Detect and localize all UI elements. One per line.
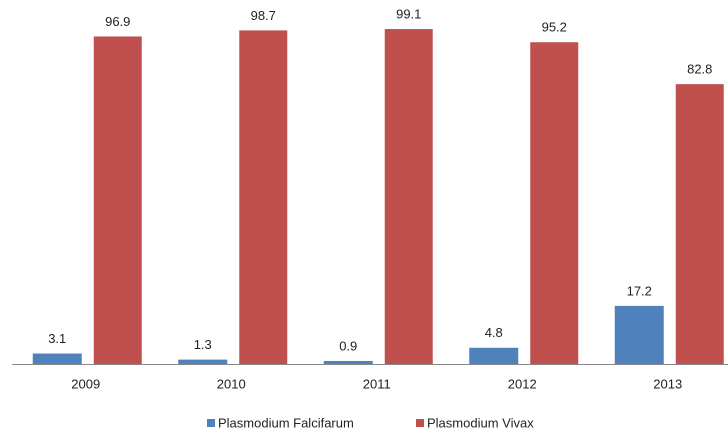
- x-tick-label: 2010: [217, 376, 246, 391]
- legend-label: Plasmodium Vivax: [427, 415, 534, 430]
- value-label: 98.7: [251, 8, 276, 23]
- value-label: 1.3: [194, 337, 212, 352]
- bar: [93, 36, 142, 365]
- legend-swatch: [416, 419, 424, 427]
- bar: [614, 305, 664, 364]
- value-label: 4.8: [485, 325, 503, 340]
- bar: [530, 42, 579, 364]
- value-label: 99.1: [396, 6, 421, 21]
- value-label: 17.2: [627, 283, 652, 298]
- value-label: 0.9: [339, 338, 357, 353]
- value-label: 96.9: [105, 14, 130, 29]
- bar: [384, 29, 433, 365]
- bar: [32, 353, 82, 364]
- legend-label: Plasmodium Falcifarum: [218, 415, 354, 430]
- x-tick-label: 2009: [71, 376, 100, 391]
- value-label: 82.8: [687, 62, 712, 77]
- bar: [239, 30, 288, 364]
- bar: [469, 347, 519, 364]
- x-tick-label: 2012: [508, 376, 537, 391]
- bar: [178, 359, 228, 364]
- value-label: 95.2: [542, 20, 567, 35]
- x-tick-label: 2011: [363, 376, 391, 391]
- bar: [675, 84, 724, 365]
- bar: [323, 360, 373, 364]
- legend-swatch: [207, 419, 215, 427]
- value-label: 3.1: [48, 331, 66, 346]
- x-tick-label: 2013: [653, 376, 682, 391]
